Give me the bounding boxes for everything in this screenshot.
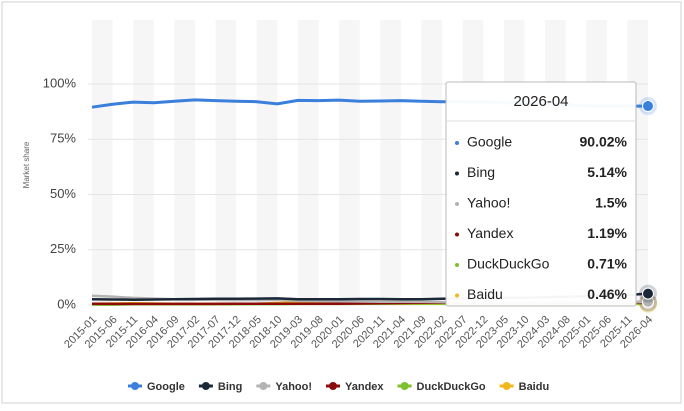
tooltip-value: 0.46% [587, 286, 627, 302]
stripe [380, 20, 401, 305]
legend-label: Google [147, 381, 185, 393]
end-marker [642, 100, 654, 113]
tooltip-value: 5.14% [587, 164, 627, 180]
legend-dot [329, 382, 338, 390]
y-tick-label: 50% [50, 186, 76, 201]
tooltip-value: 1.5% [595, 195, 627, 211]
tooltip-value: 0.71% [587, 256, 627, 272]
stripe [92, 20, 113, 305]
stripe [215, 20, 237, 305]
tooltip-bullet [455, 171, 459, 176]
legend: Google Bing Yahoo! Yandex DuckDuckGo Baidu [128, 381, 549, 393]
tooltip-value: 1.19% [587, 225, 627, 241]
tooltip-name: DuckDuckGo [467, 256, 550, 272]
tooltip-value: 90.02% [580, 134, 628, 150]
stripe [421, 20, 443, 305]
y-tick-label: 75% [50, 131, 76, 146]
legend-label: Baidu [519, 381, 550, 393]
tooltip-box [445, 81, 637, 307]
tooltip: 2026-04 Google 90.02% Bing 5.14% Yahoo! 1.5% Ya… [445, 81, 637, 307]
legend-dot [131, 382, 139, 390]
tooltip-name: Yandex [467, 225, 513, 241]
stripe [339, 20, 360, 305]
tooltip-bullet [455, 232, 459, 237]
tooltip-name: Yahoo! [467, 195, 510, 211]
tooltip-title: 2026-04 [513, 93, 568, 110]
legend-dot [400, 382, 409, 390]
legend-dot [201, 382, 210, 390]
tooltip-bullet [455, 293, 459, 298]
legend-label: Yandex [345, 381, 384, 393]
legend-label: DuckDuckGo [417, 381, 486, 393]
tooltip-name: Baidu [467, 286, 503, 302]
tooltip-bullet [455, 141, 459, 145]
stripe [256, 20, 278, 305]
tooltip-bullet [455, 202, 459, 206]
tooltip-name: Google [467, 134, 512, 150]
legend-label: Bing [218, 381, 242, 393]
stripe [174, 20, 195, 305]
end-marker [642, 287, 654, 300]
legend-dot [502, 382, 511, 390]
stripe [133, 20, 154, 305]
stripe [297, 20, 319, 305]
tooltip-bullet [455, 263, 459, 267]
y-axis-title: Market share [22, 141, 31, 188]
y-tick-label: 0% [57, 296, 76, 311]
y-tick-label: 100% [43, 75, 77, 90]
legend-dot [259, 382, 268, 390]
y-tick-label: 25% [50, 241, 76, 256]
tooltip-name: Bing [467, 164, 495, 180]
legend-label: Yahoo! [275, 381, 312, 393]
